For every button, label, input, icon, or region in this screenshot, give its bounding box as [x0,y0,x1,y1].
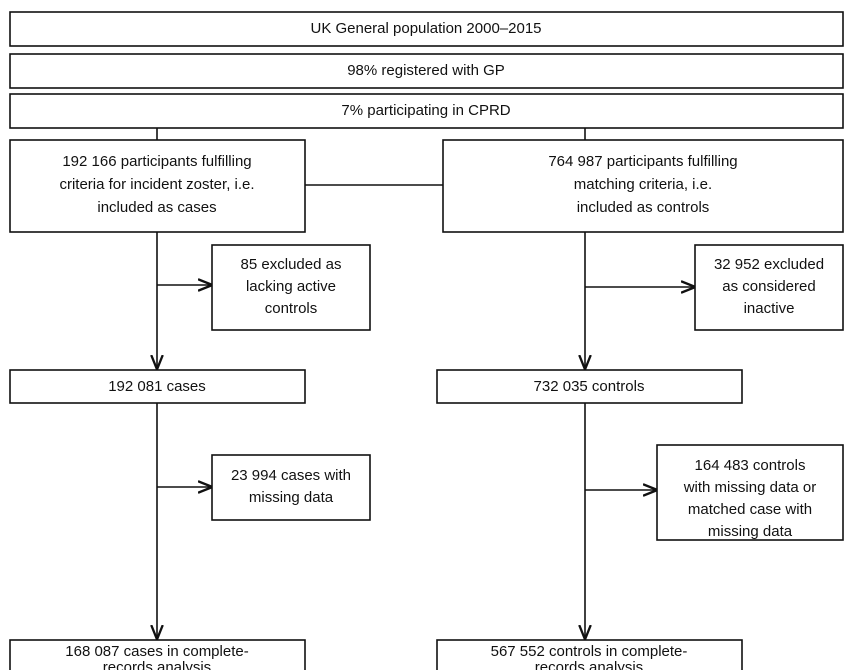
node-text: 732 035 controls [534,378,645,395]
node-text: 164 483 controls [695,457,806,474]
node-text: 192 081 cases [108,378,206,395]
node-text: 168 087 cases in complete- [65,643,248,660]
node-text: inactive [744,300,795,317]
node-text: 192 166 participants fulfilling [62,153,251,170]
node-text: as considered [722,278,815,295]
box [9,639,306,670]
node-text: 567 552 controls in complete- [491,643,688,660]
node-text: included as cases [97,199,216,216]
node-text: UK General population 2000–2015 [310,20,541,37]
node-text: included as controls [577,199,710,216]
box [9,369,306,404]
box [9,93,844,129]
box [436,369,743,404]
box [656,444,844,541]
node-text: missing data [249,489,334,506]
box [694,244,844,331]
node-text: missing data [708,523,793,540]
node-text: matching criteria, i.e. [574,176,712,193]
box [9,139,306,233]
node-text: 23 994 cases with [231,467,351,484]
node-text: records analysis [535,659,643,670]
box [211,454,371,521]
node-text: 7% participating in CPRD [341,102,510,119]
node-text: 85 excluded as [241,256,342,273]
node-text: records analysis [103,659,211,670]
node-text: criteria for incident zoster, i.e. [59,176,254,193]
box [211,244,371,331]
box [9,11,844,47]
node-text: lacking active [246,278,336,295]
node-text: matched case with [688,501,812,518]
node-text: 98% registered with GP [347,62,505,79]
node-text: with missing data or [683,479,817,496]
node-text: controls [265,300,318,317]
box [9,53,844,89]
box [442,139,844,233]
node-text: 764 987 participants fulfilling [548,153,737,170]
node-text: 32 952 excluded [714,256,824,273]
box [436,639,743,670]
